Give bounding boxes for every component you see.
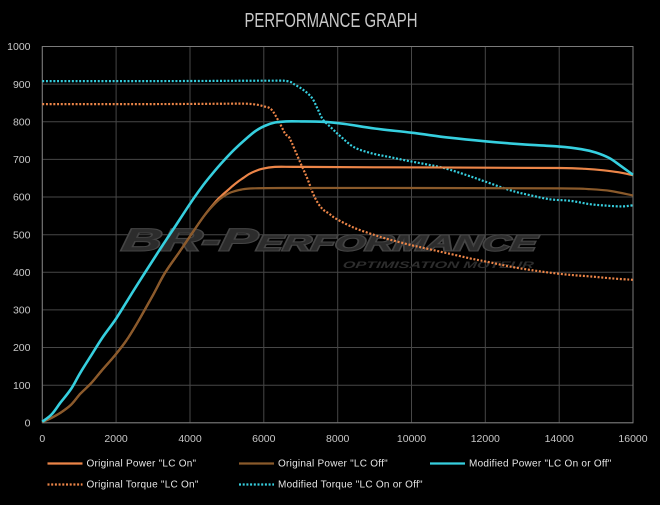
svg-text:6000: 6000 bbox=[252, 433, 276, 445]
svg-text:Original Power "LC Off": Original Power "LC Off" bbox=[278, 459, 388, 470]
svg-text:PERFORMANCE GRAPH: PERFORMANCE GRAPH bbox=[245, 10, 418, 32]
svg-text:14000: 14000 bbox=[545, 433, 574, 445]
svg-text:200: 200 bbox=[13, 342, 31, 354]
svg-text:8000: 8000 bbox=[326, 433, 350, 445]
svg-text:Original Power "LC On": Original Power "LC On" bbox=[87, 459, 197, 470]
svg-text:Modified Torque "LC On or Off": Modified Torque "LC On or Off" bbox=[278, 480, 423, 491]
svg-text:1000: 1000 bbox=[7, 41, 31, 53]
svg-text:12000: 12000 bbox=[471, 433, 500, 445]
svg-text:700: 700 bbox=[13, 154, 31, 166]
svg-text:16000: 16000 bbox=[618, 433, 647, 445]
svg-text:BR-Performance: BR-Performance bbox=[120, 223, 542, 258]
svg-text:300: 300 bbox=[13, 305, 31, 317]
svg-text:Modified Power "LC On or Off": Modified Power "LC On or Off" bbox=[469, 459, 612, 470]
svg-text:400: 400 bbox=[13, 267, 31, 279]
svg-text:4000: 4000 bbox=[178, 433, 202, 445]
svg-text:OPTIMISATION MOTEUR: OPTIMISATION MOTEUR bbox=[342, 260, 535, 271]
svg-text:0: 0 bbox=[25, 418, 31, 430]
svg-text:10000: 10000 bbox=[397, 433, 426, 445]
svg-text:2000: 2000 bbox=[104, 433, 128, 445]
svg-text:500: 500 bbox=[13, 229, 31, 241]
svg-text:Original Torque "LC On": Original Torque "LC On" bbox=[87, 480, 199, 491]
svg-text:800: 800 bbox=[13, 117, 31, 129]
svg-text:100: 100 bbox=[13, 380, 31, 392]
svg-text:900: 900 bbox=[13, 79, 31, 91]
svg-text:600: 600 bbox=[13, 192, 31, 204]
svg-text:0: 0 bbox=[39, 433, 45, 445]
